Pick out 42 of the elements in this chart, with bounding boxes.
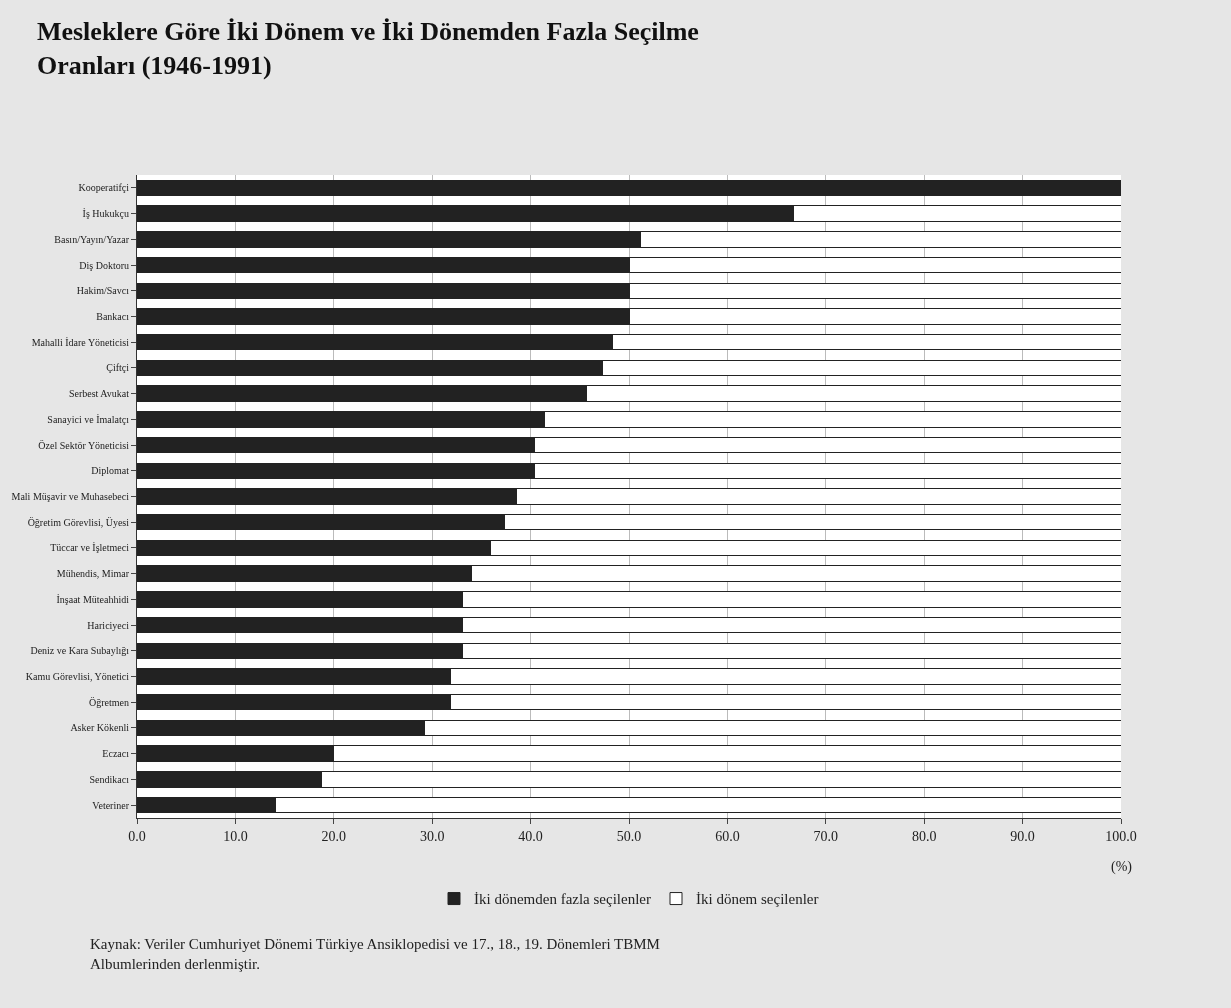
y-tick-label: Sendikacı <box>89 773 130 785</box>
y-tick-label: Tüccar ve İşletmeci <box>50 542 130 554</box>
y-tick-label: Kooperatifçi <box>78 182 130 194</box>
x-axis-title: (%) <box>1111 859 1133 875</box>
y-tick-label: Diş Doktoru <box>79 259 129 271</box>
x-tick-label: 10.0 <box>223 828 248 844</box>
y-tick-label: Mali Müşavir ve Muhasebeci <box>11 491 130 502</box>
x-tick-label: 0.0 <box>128 828 146 844</box>
text: Kaynak: Veriler Cumhuriyet Dönemi Türkiye Ansiklopedisi ve 17., 18., 19. Dönemleri TBMM Albumlerinden derlenmiştir. <box>90 936 660 972</box>
y-tick-label: Mahalli İdare Yöneticisi <box>31 336 130 348</box>
y-tick-label: Veteriner <box>92 799 130 811</box>
y-tick-label: Mühendis, Mimar <box>56 568 130 580</box>
x-tick-label: 60.0 <box>715 828 740 844</box>
chart-title: Mesleklere Göre İki Dönem ve İki Dönemden Fazla Seçilme Oranları (1946-1991) <box>36 17 699 81</box>
y-tick-label: Eczacı <box>102 748 130 760</box>
y-tick-label: Kamu Görevlisi, Yönetici <box>25 671 130 683</box>
y-tick-label: Öğretim Görevlisi, Üyesi <box>27 516 130 528</box>
y-tick-label: Sanayici ve İmalatçı <box>47 413 130 425</box>
x-tick-label: 100.0 <box>1105 828 1137 844</box>
y-tick-label: Öğretmen <box>89 696 129 708</box>
y-tick-label: İş Hukukçu <box>82 208 129 220</box>
legend-label: İki dönemden fazla seçilenler <box>474 891 651 908</box>
y-tick-label: Serbest Avukat <box>68 388 130 400</box>
y-tick-label: Hariciyeci <box>87 619 130 631</box>
x-tick-label: 80.0 <box>911 828 937 844</box>
y-tick-label: Özel Sektör Yöneticisi <box>38 439 130 451</box>
y-tick-label: Hakim/Savcı <box>76 285 130 297</box>
x-tick-label: 50.0 <box>616 828 642 844</box>
y-tick-label: Asker Kökenli <box>70 722 130 734</box>
y-tick-label: Basın/Yayın/Yazar <box>54 233 130 245</box>
x-tick-label: 40.0 <box>518 828 543 844</box>
x-tick-label: 20.0 <box>321 828 347 844</box>
y-tick-label: Çiftçi <box>106 362 130 374</box>
y-tick-label: Bankacı <box>96 310 130 322</box>
legend-label: İki dönem seçilenler <box>696 891 819 908</box>
y-tick-label: İnşaat Müteahhidi <box>56 593 130 605</box>
x-tick-label: 70.0 <box>813 828 839 844</box>
y-tick-label: Deniz ve Kara Subaylığı <box>30 645 130 657</box>
x-tick-label: 90.0 <box>1010 828 1035 844</box>
y-tick-label: Diplomat <box>91 465 130 477</box>
bar <box>137 179 1121 197</box>
x-tick-label: 30.0 <box>419 828 445 844</box>
